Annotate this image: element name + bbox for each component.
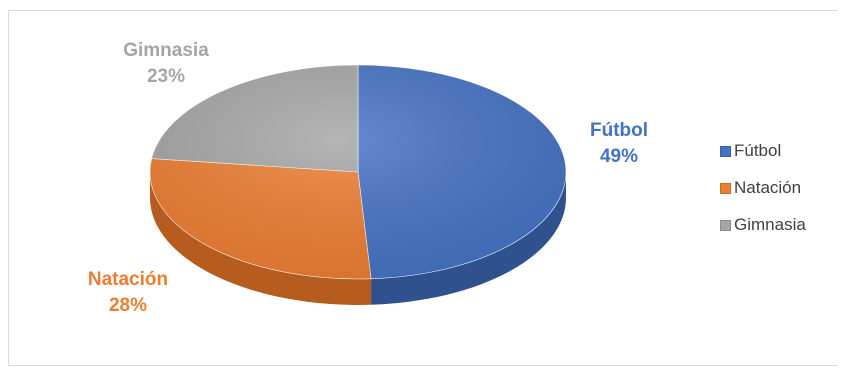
data-label-natacion-value: 28% — [108, 295, 148, 316]
legend-item-futbol[interactable]: Fútbol — [720, 138, 806, 164]
data-label-gimnasia: Gimnasia 23% — [123, 38, 209, 90]
data-label-gimnasia-value: 23% — [146, 66, 186, 87]
data-label-futbol-name: Fútbol — [589, 120, 649, 141]
legend-item-gimnasia[interactable]: Gimnasia — [720, 212, 806, 238]
data-label-futbol-value: 49% — [599, 146, 639, 167]
data-label-futbol: Fútbol 49% — [590, 118, 648, 170]
legend-item-natacion[interactable]: Natación — [720, 175, 806, 201]
legend-swatch-futbol — [720, 145, 731, 157]
data-label-natacion: Natación 28% — [88, 267, 168, 319]
legend-label-natacion: Natación — [734, 178, 802, 197]
legend: Fútbol Natación Gimnasia — [720, 138, 806, 249]
legend-label-futbol: Fútbol — [734, 141, 782, 160]
data-label-natacion-name: Natación — [87, 269, 169, 290]
legend-swatch-natacion — [720, 182, 731, 194]
data-label-gimnasia-name: Gimnasia — [123, 40, 209, 61]
pie-slice-natacion[interactable] — [149, 158, 372, 280]
legend-label-gimnasia: Gimnasia — [734, 215, 806, 234]
legend-swatch-gimnasia — [720, 219, 731, 231]
